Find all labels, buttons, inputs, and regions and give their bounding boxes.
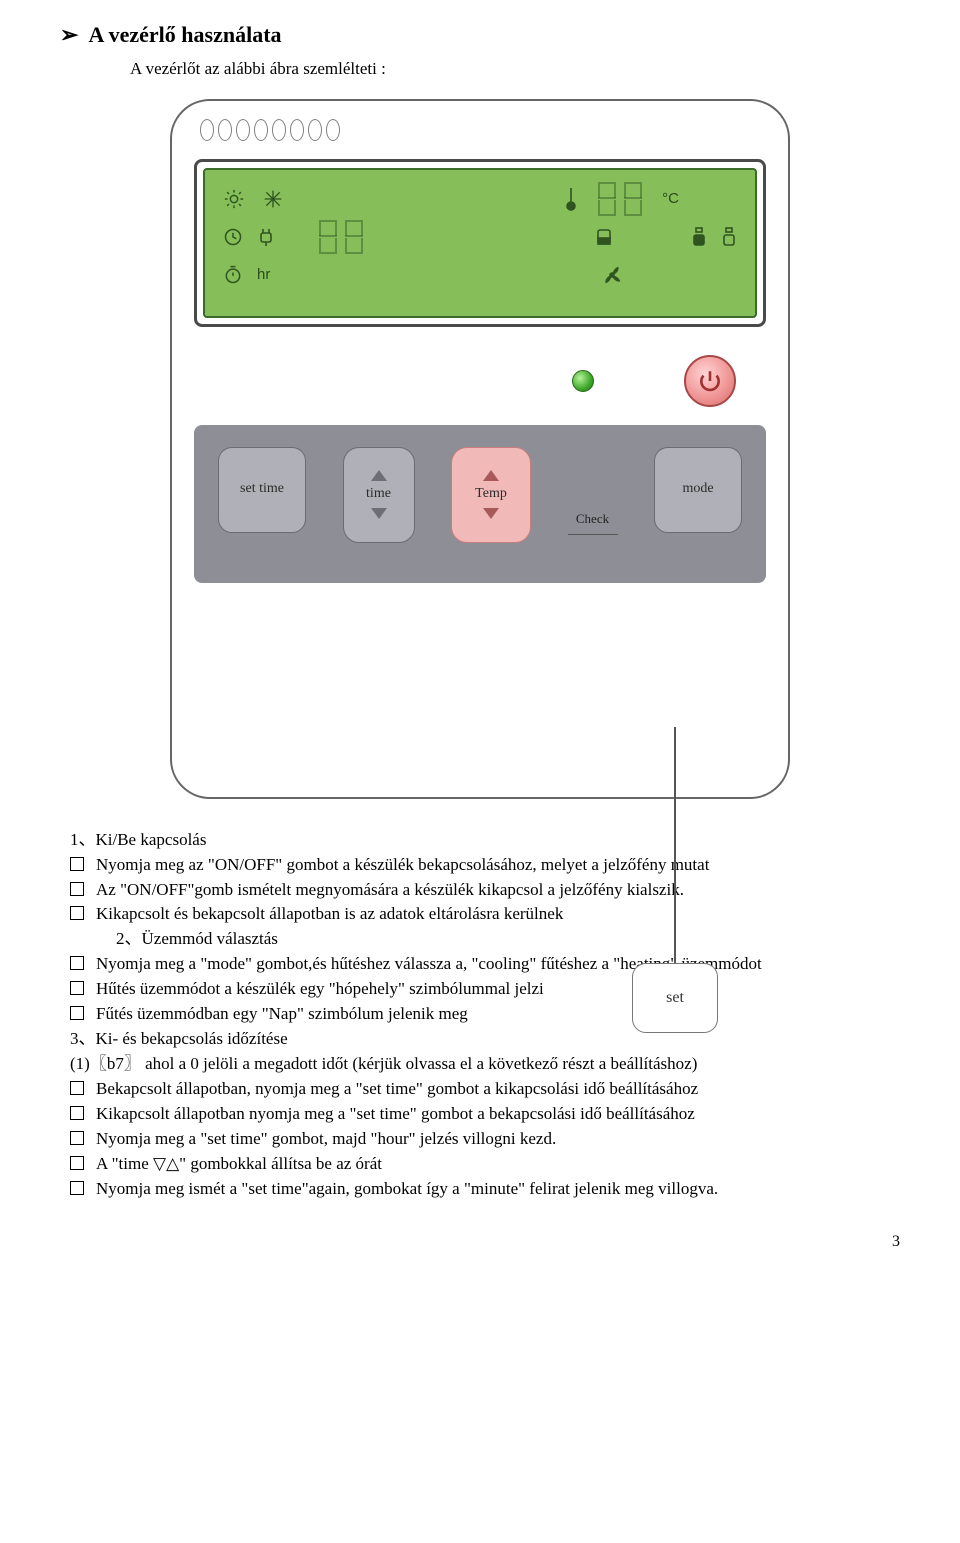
lcd-frame: °C [194, 159, 766, 327]
page-number: 3 [60, 1231, 900, 1253]
sec1-c: Kikapcsolt és bekapcsolt állapotban is a… [70, 903, 900, 926]
button-bar: set time time Temp Check mode set [194, 425, 766, 583]
sec3-d: A "time ▽△" gombokkal állítsa be az órát [70, 1153, 900, 1176]
leader-line [674, 727, 676, 963]
triangle-down-icon [483, 508, 499, 519]
status-led [572, 370, 594, 392]
triangle-right-icon: ➢ [60, 20, 78, 50]
power-button[interactable] [684, 355, 736, 407]
check-label: Check [568, 510, 618, 535]
sec3-e: Nyomja meg ismét a "set time"again, gomb… [70, 1178, 900, 1201]
instruction-text: 1、Ki/Be kapcsolás Nyomja meg az "ON/OFF"… [70, 829, 900, 1201]
subheading: A vezérlőt az alábbi ábra szemlélteti : [130, 58, 900, 81]
mode-label: mode [682, 480, 713, 499]
sec3-c: Nyomja meg a "set time" gombot, majd "ho… [70, 1128, 900, 1151]
sec3-title: 3、Ki- és bekapcsolás időzítése [70, 1028, 900, 1051]
thermometer-icon [564, 186, 578, 212]
device-figure: °C [60, 99, 900, 799]
plug-icon [257, 227, 275, 247]
timer-icon [223, 265, 243, 285]
sec3-a: Bekapcsolt állapotban, nyomja meg a "set… [70, 1078, 900, 1101]
sec2-a: Nyomja meg a "mode" gombot,és hűtéshez v… [70, 953, 900, 976]
triangle-up-icon [483, 470, 499, 481]
sec3-line1: (1)〖b7〗 ahol a 0 jelöli a megadott időt … [70, 1053, 900, 1076]
status-row [194, 341, 766, 411]
valve2-icon [721, 225, 737, 249]
set-callout: set [632, 963, 718, 1033]
sec1-b: Az "ON/OFF"gomb ismételt megnyomására a … [70, 879, 900, 902]
set-time-button[interactable]: set time [218, 447, 306, 533]
temp-seg-display [596, 182, 644, 216]
time-updown-button[interactable]: time [343, 447, 415, 543]
time-seg-display [317, 220, 365, 254]
hr-label: hr [257, 265, 270, 285]
water-tank-icon [595, 226, 613, 248]
sec3-b: Kikapcsolt állapotban nyomja meg a "set … [70, 1103, 900, 1126]
heading-text: A vezérlő használata [88, 20, 281, 50]
sun-icon [223, 188, 245, 210]
section-heading: ➢ A vezérlő használata [60, 20, 900, 50]
sec1-title: 1、Ki/Be kapcsolás [70, 829, 900, 852]
sec2-b: Hűtés üzemmódot a készülék egy "hópehely… [70, 978, 900, 1001]
time-label: time [366, 485, 391, 504]
degc-label: °C [662, 189, 679, 209]
mode-button[interactable]: mode [654, 447, 742, 533]
temp-updown-button[interactable]: Temp [451, 447, 531, 543]
power-icon [697, 368, 723, 394]
sec2-title: 2、Üzemmód választás [116, 928, 900, 951]
triangle-down-icon [371, 508, 387, 519]
set-label: set [666, 987, 684, 1009]
lcd-display: °C [203, 168, 757, 318]
snowflake-icon [263, 189, 283, 209]
clock-icon [223, 227, 243, 247]
speaker-holes [200, 119, 766, 141]
set-time-label: set time [240, 480, 284, 499]
sec1-a: Nyomja meg az "ON/OFF" gombot a készülék… [70, 854, 900, 877]
controller-device: °C [170, 99, 790, 799]
temp-label: Temp [475, 485, 507, 504]
valve-icon [691, 225, 707, 249]
triangle-up-icon [371, 470, 387, 481]
sec2-c: Fűtés üzemmódban egy "Nap" szimbólum jel… [70, 1003, 900, 1026]
fan-icon [601, 264, 623, 286]
